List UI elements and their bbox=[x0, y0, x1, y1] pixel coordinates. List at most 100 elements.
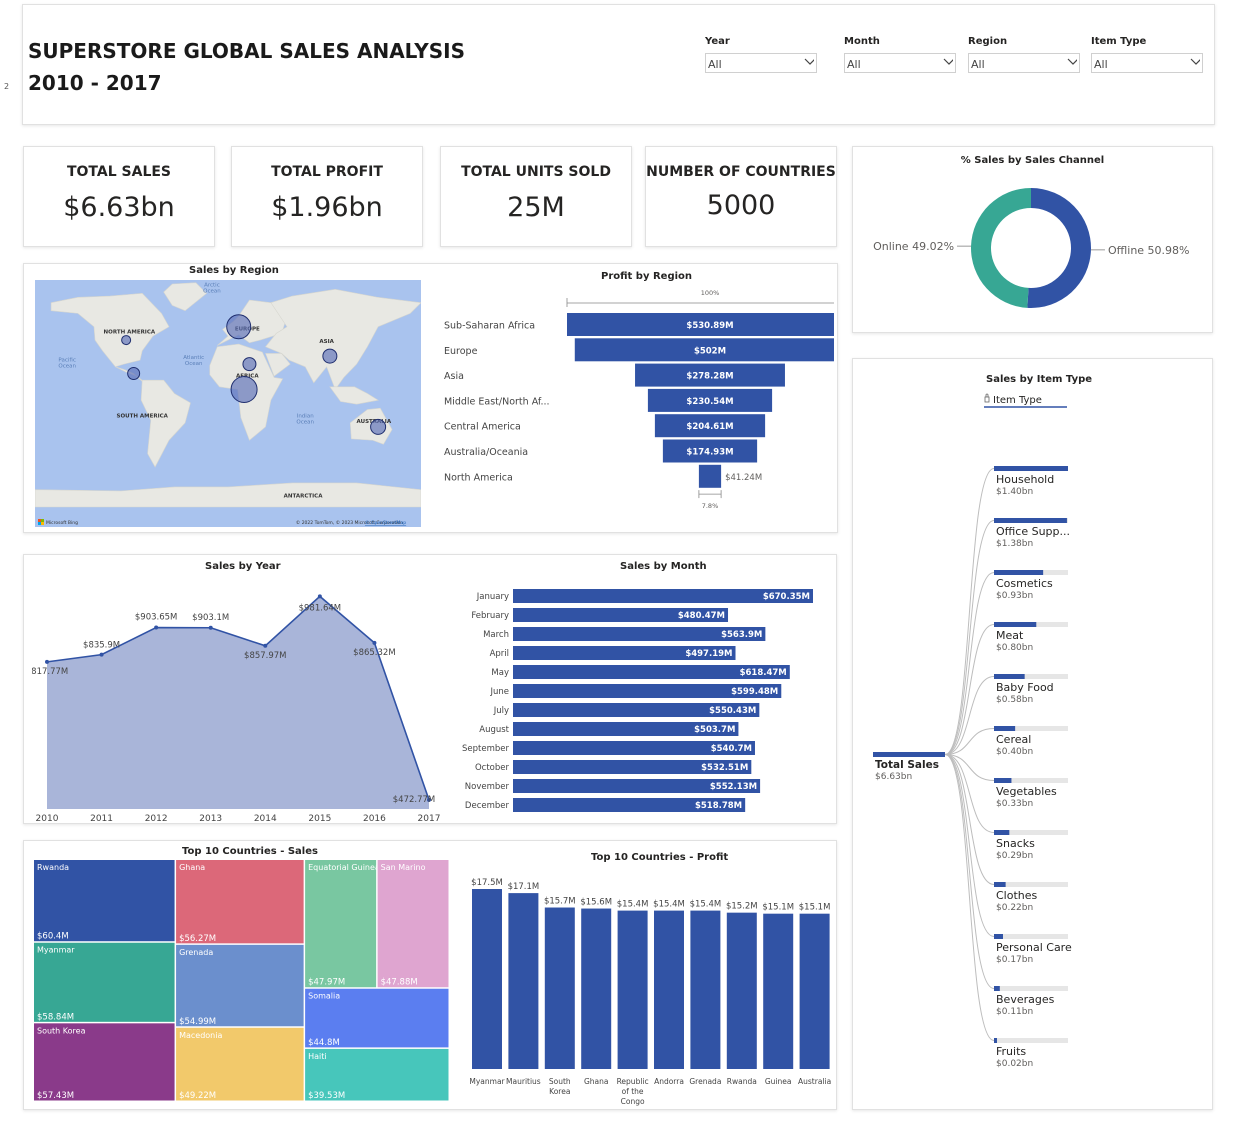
area-point bbox=[372, 640, 377, 645]
tree-level-header[interactable]: Item Type bbox=[984, 393, 1067, 408]
bar-value-label: $599.48M bbox=[731, 687, 778, 697]
x-tick-label: 2010 bbox=[36, 814, 59, 823]
treemap-tile-name: Grenada bbox=[179, 948, 213, 957]
tree-level-label: Item Type bbox=[993, 395, 1042, 406]
bar-value-label: $15.7M bbox=[544, 897, 576, 907]
bar-value-label: $15.4M bbox=[690, 900, 722, 910]
x-tick-label: 2011 bbox=[90, 814, 113, 823]
x-tick-label: Mauritius bbox=[506, 1077, 541, 1086]
treemap-tile-value: $44.8M bbox=[308, 1038, 340, 1048]
treemap-tile-value: $58.84M bbox=[37, 1012, 74, 1022]
treemap-tile bbox=[176, 860, 304, 944]
month-bar bbox=[513, 646, 736, 660]
donut-slice-offline bbox=[1027, 188, 1091, 308]
treemap-tile bbox=[34, 1023, 175, 1101]
chevron-down-icon[interactable] bbox=[804, 58, 814, 66]
treemap-tile-name: Equatorial Guinea bbox=[308, 863, 380, 872]
tree-connector bbox=[944, 520, 995, 755]
slicer-label: Year bbox=[705, 36, 730, 47]
bar-category-label: August bbox=[479, 725, 509, 735]
x-tick-label: 2013 bbox=[199, 814, 222, 823]
map-bubble-europe bbox=[226, 314, 252, 340]
tree-connector bbox=[944, 754, 995, 989]
map-label: AFRICA bbox=[236, 373, 259, 379]
map-bubble-australia-oceania bbox=[370, 418, 387, 435]
map-brand: Microsoft Bing bbox=[46, 520, 78, 526]
month-bar bbox=[513, 741, 755, 755]
map-bubble-asia bbox=[322, 348, 338, 364]
funnel-value-label: $278.28M bbox=[686, 372, 733, 382]
chevron-down-icon[interactable] bbox=[943, 58, 953, 66]
month-bar bbox=[513, 722, 739, 736]
bar-value-label: $518.78M bbox=[695, 801, 742, 811]
bar-value-label: $532.51M bbox=[701, 763, 748, 773]
tree-connector bbox=[944, 572, 995, 755]
lock-icon bbox=[985, 393, 989, 397]
treemap-tile bbox=[176, 1027, 304, 1101]
tree-node-bar bbox=[994, 882, 1006, 887]
treemap-tile bbox=[34, 860, 175, 942]
treemap-tile-name: Ghana bbox=[179, 863, 205, 872]
area-line bbox=[46, 595, 430, 801]
tree-node-value: $0.80bn bbox=[996, 643, 1033, 653]
map-bubble-sub-saharan-africa bbox=[230, 375, 258, 403]
treemap-tile-name: San Marino bbox=[381, 863, 426, 872]
kpi-value: 25M bbox=[507, 192, 565, 223]
kpi-label: TOTAL UNITS SOLD bbox=[461, 164, 611, 180]
x-tick-label: 2017 bbox=[418, 814, 441, 823]
tree-node-label: Beverages bbox=[996, 993, 1055, 1006]
treemap-tile-value: $49.22M bbox=[179, 1091, 216, 1101]
tree-node-track bbox=[994, 986, 1068, 991]
top-countries-card: Top 10 Countries - Sales Rwanda $60.4M Mya… bbox=[23, 840, 837, 1110]
tree-node-value: $0.11bn bbox=[996, 1007, 1033, 1017]
map-bubble-middle-east-north-africa bbox=[242, 357, 257, 372]
tree-connector bbox=[944, 468, 995, 755]
item-type-card: Sales by Item Type Item Type Total Sales $… bbox=[852, 358, 1213, 1110]
tree-node-bar bbox=[994, 674, 1025, 679]
tree-node-bar bbox=[994, 622, 1037, 627]
profit-bar bbox=[508, 893, 539, 1069]
treemap-tile bbox=[176, 944, 304, 1027]
bar-value-label: $497.19M bbox=[685, 649, 732, 659]
bing-logo-icon bbox=[38, 519, 44, 525]
month-bar bbox=[513, 798, 746, 812]
area-point bbox=[99, 652, 104, 657]
kpi-card-total-units: TOTAL UNITS SOLD 25M bbox=[440, 146, 632, 247]
tree-node-value: $0.29bn bbox=[996, 851, 1033, 861]
x-tick-label: Grenada bbox=[689, 1077, 721, 1086]
chart-title: Sales by Month bbox=[620, 561, 707, 572]
area-value-label: $903.1M bbox=[192, 613, 229, 623]
month-bar bbox=[513, 760, 752, 774]
treemap-tile-name: Macedonia bbox=[179, 1031, 222, 1040]
chevron-down-icon[interactable] bbox=[1067, 58, 1077, 66]
tree-node-label: Cereal bbox=[996, 733, 1031, 746]
lock-icon bbox=[984, 396, 990, 403]
slicer-dropdown-item-type[interactable]: All bbox=[1091, 53, 1203, 73]
tree-node-track bbox=[994, 778, 1068, 783]
chevron-down-icon[interactable] bbox=[1190, 58, 1200, 66]
sales-by-item-type-tree[interactable]: Item Type Total Sales$6.63bn Household$1.4… bbox=[853, 389, 1212, 1109]
kpi-value: $6.63bn bbox=[63, 192, 175, 223]
slicer-dropdown-region[interactable]: All bbox=[968, 53, 1080, 73]
treemap-tile-value: $47.88M bbox=[381, 978, 418, 988]
treemap-tile bbox=[305, 988, 449, 1048]
tree-node-value: $0.33bn bbox=[996, 799, 1033, 809]
page-marker: 2 bbox=[4, 82, 10, 91]
kpi-value: $1.96bn bbox=[271, 192, 383, 223]
map-attribution: © 2022 TomTom, © 2023 Microsoft Corporat… bbox=[296, 519, 403, 526]
map-land bbox=[35, 482, 421, 508]
bar-value-label: $15.2M bbox=[726, 902, 758, 912]
x-tick-label: 2016 bbox=[363, 814, 386, 823]
area-value-label: $817.77M bbox=[32, 667, 68, 677]
treemap-tile bbox=[305, 860, 377, 988]
map-label: Pacific Ocean bbox=[58, 357, 76, 369]
bar-value-label: $552.13M bbox=[710, 782, 757, 792]
funnel-bar bbox=[698, 464, 722, 488]
slicer-dropdown-month[interactable]: All bbox=[844, 53, 956, 73]
slicer-dropdown-year[interactable]: All bbox=[705, 53, 817, 73]
donut-slice-online bbox=[970, 188, 1031, 308]
area-point bbox=[45, 659, 49, 664]
tree-node-label: Baby Food bbox=[996, 681, 1054, 694]
tree-node-bar bbox=[994, 778, 1012, 783]
